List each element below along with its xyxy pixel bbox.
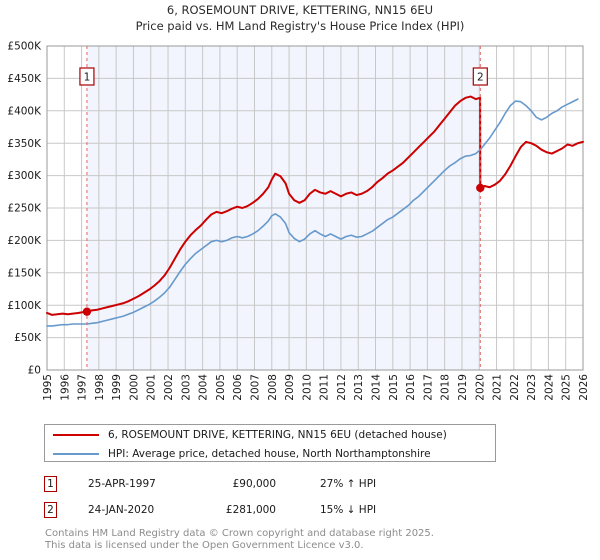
x-axis-tick-label: 2007 <box>249 374 261 401</box>
sale-price-2: £281,000 <box>225 504 276 516</box>
x-axis-tick-label: 1996 <box>59 374 71 401</box>
plot-frame <box>46 45 584 371</box>
sale-marker-badge-text: 1 <box>84 72 91 84</box>
y-axis-tick-label: £200K <box>7 235 42 247</box>
x-axis-tick-label: 2021 <box>492 374 504 401</box>
x-axis-tick-label: 2024 <box>543 374 555 401</box>
price-history-chart: £0 £50K £100K £150K £200K £250K £300K £350K £400… <box>7 41 590 401</box>
y-axis-tick-label: £50K <box>14 332 42 344</box>
sale-marker-badge-box[interactable] <box>472 67 488 86</box>
x-axis-tick-label: 2016 <box>405 374 417 401</box>
sale-marker-dot[interactable] <box>82 307 92 316</box>
x-axis-tick-label: 2014 <box>371 374 383 401</box>
x-axis-tick-label: 2020 <box>474 374 486 401</box>
x-axis-tick-label: 2012 <box>336 374 348 401</box>
sale-marker-badge-box[interactable] <box>79 67 95 86</box>
chart-svg: £0 £50K £100K £150K £200K £250K £300K £350K £400… <box>7 41 590 401</box>
y-axis-tick-label: £150K <box>7 267 42 279</box>
y-axis-tick-label: £250K <box>7 203 42 215</box>
sale-record-row: 2 24-JAN-2020 £281,000 15% ↓ HPI <box>44 500 514 520</box>
x-axis-tick-label: 1997 <box>77 374 89 401</box>
x-axis-tick-label: 2017 <box>422 374 434 401</box>
sale-date-2: 24-JAN-2020 <box>88 504 155 516</box>
page-title: 6, ROSEMOUNT DRIVE, KETTERING, NN15 6EU … <box>0 2 600 34</box>
x-axis-tick-label: 2009 <box>284 374 296 401</box>
chart-title-subtitle: Price paid vs. HM Land Registry's House … <box>135 19 465 33</box>
y-axis-tick-label: £100K <box>7 300 42 312</box>
footer-line-licence: This data is licensed under the Open Gov… <box>45 540 364 551</box>
x-axis-tick-label: 1999 <box>111 374 123 401</box>
sale-marker-badge-text: 2 <box>477 72 484 84</box>
sale-marker-badge-2: 2 <box>44 502 57 518</box>
x-axis-tick-label: 2000 <box>128 374 140 401</box>
x-axis-tick-label: 2005 <box>215 374 227 401</box>
y-axis-tick-label: £0 <box>28 365 41 377</box>
footer-line-copyright: Contains HM Land Registry data © Crown c… <box>45 528 434 539</box>
x-axis-tick-label: 2002 <box>163 374 175 401</box>
y-axis-tick-label: £300K <box>7 170 42 182</box>
x-axis-tick-label: 2003 <box>180 374 192 401</box>
x-axis-tick-label: 2011 <box>319 374 331 401</box>
sale-date-1: 25-APR-1997 <box>88 478 156 490</box>
series-line-hpi <box>46 98 579 327</box>
y-axis-tick-label: £400K <box>7 105 42 117</box>
series-line-property <box>46 95 584 316</box>
legend-swatch-hpi <box>53 453 99 455</box>
x-axis-tick-label: 2013 <box>353 374 365 401</box>
sale-hpi-delta-2: 15% ↓ HPI <box>320 504 377 516</box>
x-axis-tick-label: 2026 <box>578 374 590 401</box>
x-axis-tick-label: 2022 <box>509 374 521 401</box>
y-axis-tick-label: £350K <box>7 138 42 150</box>
sale-hpi-delta-1: 27% ↑ HPI <box>320 478 377 490</box>
attribution-footer: Contains HM Land Registry data © Crown c… <box>45 528 565 552</box>
y-axis-tick-label: £500K <box>7 41 42 53</box>
sale-marker-badge-1: 1 <box>44 476 57 492</box>
sale-price-1: £90,000 <box>232 478 276 490</box>
legend-item-hpi: HPI: Average price, detached house, Nort… <box>45 445 495 463</box>
sale-record-row: 1 25-APR-1997 £90,000 27% ↑ HPI <box>44 474 514 494</box>
legend-label-property: 6, ROSEMOUNT DRIVE, KETTERING, NN15 6EU … <box>108 429 447 441</box>
legend-label-hpi: HPI: Average price, detached house, Nort… <box>108 448 431 460</box>
legend-item-property: 6, ROSEMOUNT DRIVE, KETTERING, NN15 6EU … <box>45 426 495 444</box>
legend-swatch-property <box>53 434 99 436</box>
x-axis-tick-label: 2001 <box>146 374 158 401</box>
x-axis-tick-label: 2018 <box>440 374 452 401</box>
x-axis-tick-label: 1998 <box>94 374 106 401</box>
x-axis-tick-label: 2023 <box>526 374 538 401</box>
x-axis-tick-label: 2010 <box>301 374 313 401</box>
x-axis-tick-label: 2019 <box>457 374 469 401</box>
x-axis-tick-label: 2008 <box>267 374 279 401</box>
x-axis-tick-label: 2004 <box>198 374 210 401</box>
chart-legend: 6, ROSEMOUNT DRIVE, KETTERING, NN15 6EU … <box>44 424 496 462</box>
chart-title-address: 6, ROSEMOUNT DRIVE, KETTERING, NN15 6EU <box>166 3 434 17</box>
y-axis-tick-label: £450K <box>7 73 42 85</box>
x-axis-tick-label: 1995 <box>42 374 54 401</box>
x-axis-tick-label: 2006 <box>232 374 244 401</box>
x-axis-tick-label: 2015 <box>388 374 400 401</box>
sale-marker-dot[interactable] <box>476 183 485 193</box>
x-axis-tick-label: 2025 <box>561 374 573 401</box>
